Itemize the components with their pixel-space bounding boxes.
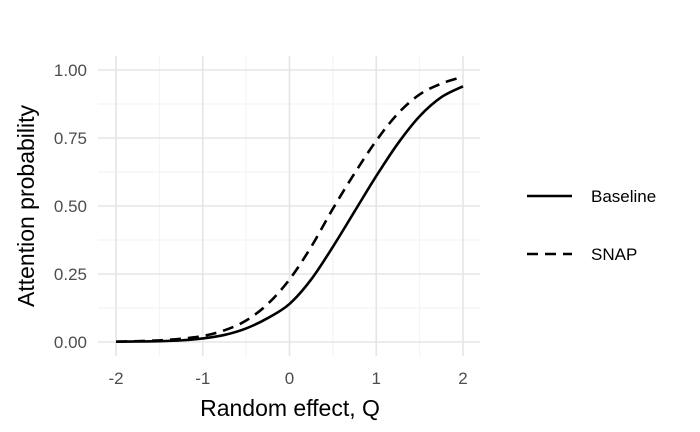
x-tick-labels: -2 -1 0 1 2 xyxy=(108,369,467,388)
x-tick-label: -1 xyxy=(195,369,210,388)
y-tick-label: 0.00 xyxy=(54,333,87,352)
x-tick-label: -2 xyxy=(108,369,123,388)
x-tick-label: 2 xyxy=(458,369,467,388)
y-tick-label: 0.75 xyxy=(54,129,87,148)
x-axis-title: Random effect, Q xyxy=(200,395,380,421)
y-tick-labels: 0.00 0.25 0.50 0.75 1.00 xyxy=(54,61,87,352)
y-axis-title: Attention probability xyxy=(13,104,39,307)
x-tick-label: 0 xyxy=(285,369,294,388)
y-tick-label: 0.25 xyxy=(54,265,87,284)
series-line-snap xyxy=(115,75,464,344)
series-layer xyxy=(115,75,464,344)
legend-label-baseline: Baseline xyxy=(591,187,656,206)
grid-major xyxy=(98,56,480,356)
legend-label-snap: SNAP xyxy=(591,245,637,264)
x-tick-label: 1 xyxy=(372,369,381,388)
series-line-baseline xyxy=(115,85,464,344)
legend: Baseline SNAP xyxy=(527,187,656,264)
y-tick-label: 1.00 xyxy=(54,61,87,80)
y-tick-label: 0.50 xyxy=(54,197,87,216)
